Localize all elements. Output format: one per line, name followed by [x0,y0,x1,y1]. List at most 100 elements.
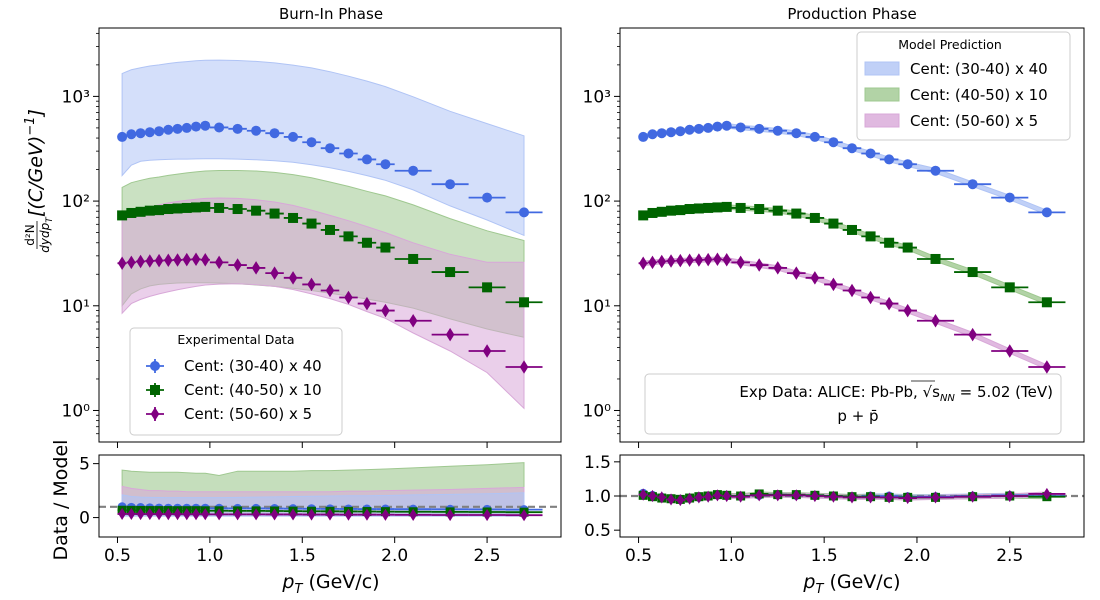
data-point [172,203,183,214]
data-point [811,489,819,503]
data-point [163,204,174,215]
data-point [362,296,372,311]
data-point [865,231,876,242]
data-point [288,131,299,142]
data-point [638,256,648,270]
data-point [192,508,200,521]
data-point [773,489,782,502]
data-point [306,218,317,229]
data-point [791,208,802,219]
data-point [638,210,649,221]
data-point [931,491,940,504]
data-point [270,508,279,521]
data-point [326,508,334,521]
data-point [666,205,677,216]
data-point [182,252,192,267]
legend-marker [150,361,160,371]
y-tick-label: 10⁰ [583,401,612,421]
data-point [704,490,712,503]
title-production: Production Phase [787,5,916,23]
data-point [154,205,165,216]
data-point [136,254,145,269]
x-tick-label: 0.5 [104,546,131,566]
data-point [344,290,353,305]
data-point [968,327,977,342]
data-point [648,255,657,270]
data-point [145,254,155,268]
data-point [847,224,857,235]
data-point [848,491,856,504]
ratio-y-axis-label: Data / Model [50,440,72,561]
x-axis-label-right: pT (GeV/c) [802,571,900,597]
annotation-box: Exp Data: ALICE: Pb-Pb, √sNN = 5.02 (TeV… [644,373,1062,435]
data-point [866,491,875,504]
data-point [1041,297,1052,308]
data-point [232,123,243,134]
data-point [735,202,746,213]
y-tick-label: 10¹ [62,297,90,317]
data-point [829,490,838,503]
data-point [269,128,280,139]
main-y-axis-label: d²N dydpT [(C/GeV)−1] [23,109,55,253]
data-point [722,253,731,267]
data-point [252,508,260,521]
data-point [884,296,894,311]
x-tick-label: 1.0 [718,546,745,566]
data-point [214,202,225,213]
data-point [380,159,391,170]
data-point [117,210,128,221]
data-point [270,266,279,280]
annotation-line-1: Exp Data: ALICE: Pb-Pb, √sNN = 5.02 (TeV… [739,383,1053,404]
data-point [144,205,155,216]
data-point [713,252,722,267]
data-point [647,129,658,140]
data-point [445,327,455,342]
data-point [903,491,912,505]
data-point [703,202,714,213]
data-point [251,205,262,216]
data-point [721,120,732,131]
data-point [251,261,261,275]
svg-text:pT (GeV/c): pT (GeV/c) [802,571,900,597]
data-point [675,126,686,137]
svg-text:pT (GeV/c): pT (GeV/c) [281,571,379,597]
data-point [251,125,262,136]
x-tick-label: 2.0 [381,546,408,566]
data-point [307,508,316,521]
production-ratio-panel: 0.5 1.0 1.5 0.5 1.0 1.5 2.0 2.5 [584,453,1085,566]
data-point [520,509,528,522]
data-point [685,492,694,505]
legend-swatch [864,61,900,76]
data-point [154,253,164,268]
data-point [232,204,243,215]
y-tick-label: 5 [79,455,90,475]
data-point [884,154,895,165]
legend-experimental: Experimental Data Cent: (30-40) x 40 Cent:… [129,327,343,436]
plot-frame [98,27,562,443]
data-point [865,148,876,159]
data-point [885,491,893,504]
data-point [127,255,136,270]
x-tick-label: 1.0 [196,546,223,566]
data-point [828,218,839,229]
svg-text:d²N: d²N [23,224,37,245]
data-point [446,508,454,522]
data-point [307,277,316,292]
data-point [136,507,145,521]
data-point [182,508,191,521]
data-point [648,489,657,503]
data-point [1042,360,1052,374]
svg-text:dydpT: dydpT [38,216,55,253]
legend-marker [150,407,160,421]
data-point [657,254,667,269]
data-point [930,253,941,264]
legend-entry: Cent: (30-40) x 40 [184,357,322,375]
data-point [847,143,857,154]
data-point [1004,192,1015,203]
data-point [201,253,210,267]
data-point [666,127,677,138]
data-point [828,137,839,148]
data-point [408,165,419,176]
data-point [735,122,746,133]
data-point [656,206,667,217]
